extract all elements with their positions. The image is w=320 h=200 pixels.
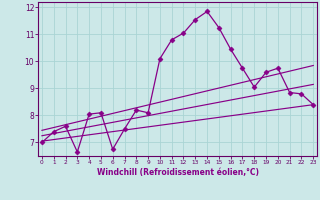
X-axis label: Windchill (Refroidissement éolien,°C): Windchill (Refroidissement éolien,°C) [97, 168, 259, 177]
